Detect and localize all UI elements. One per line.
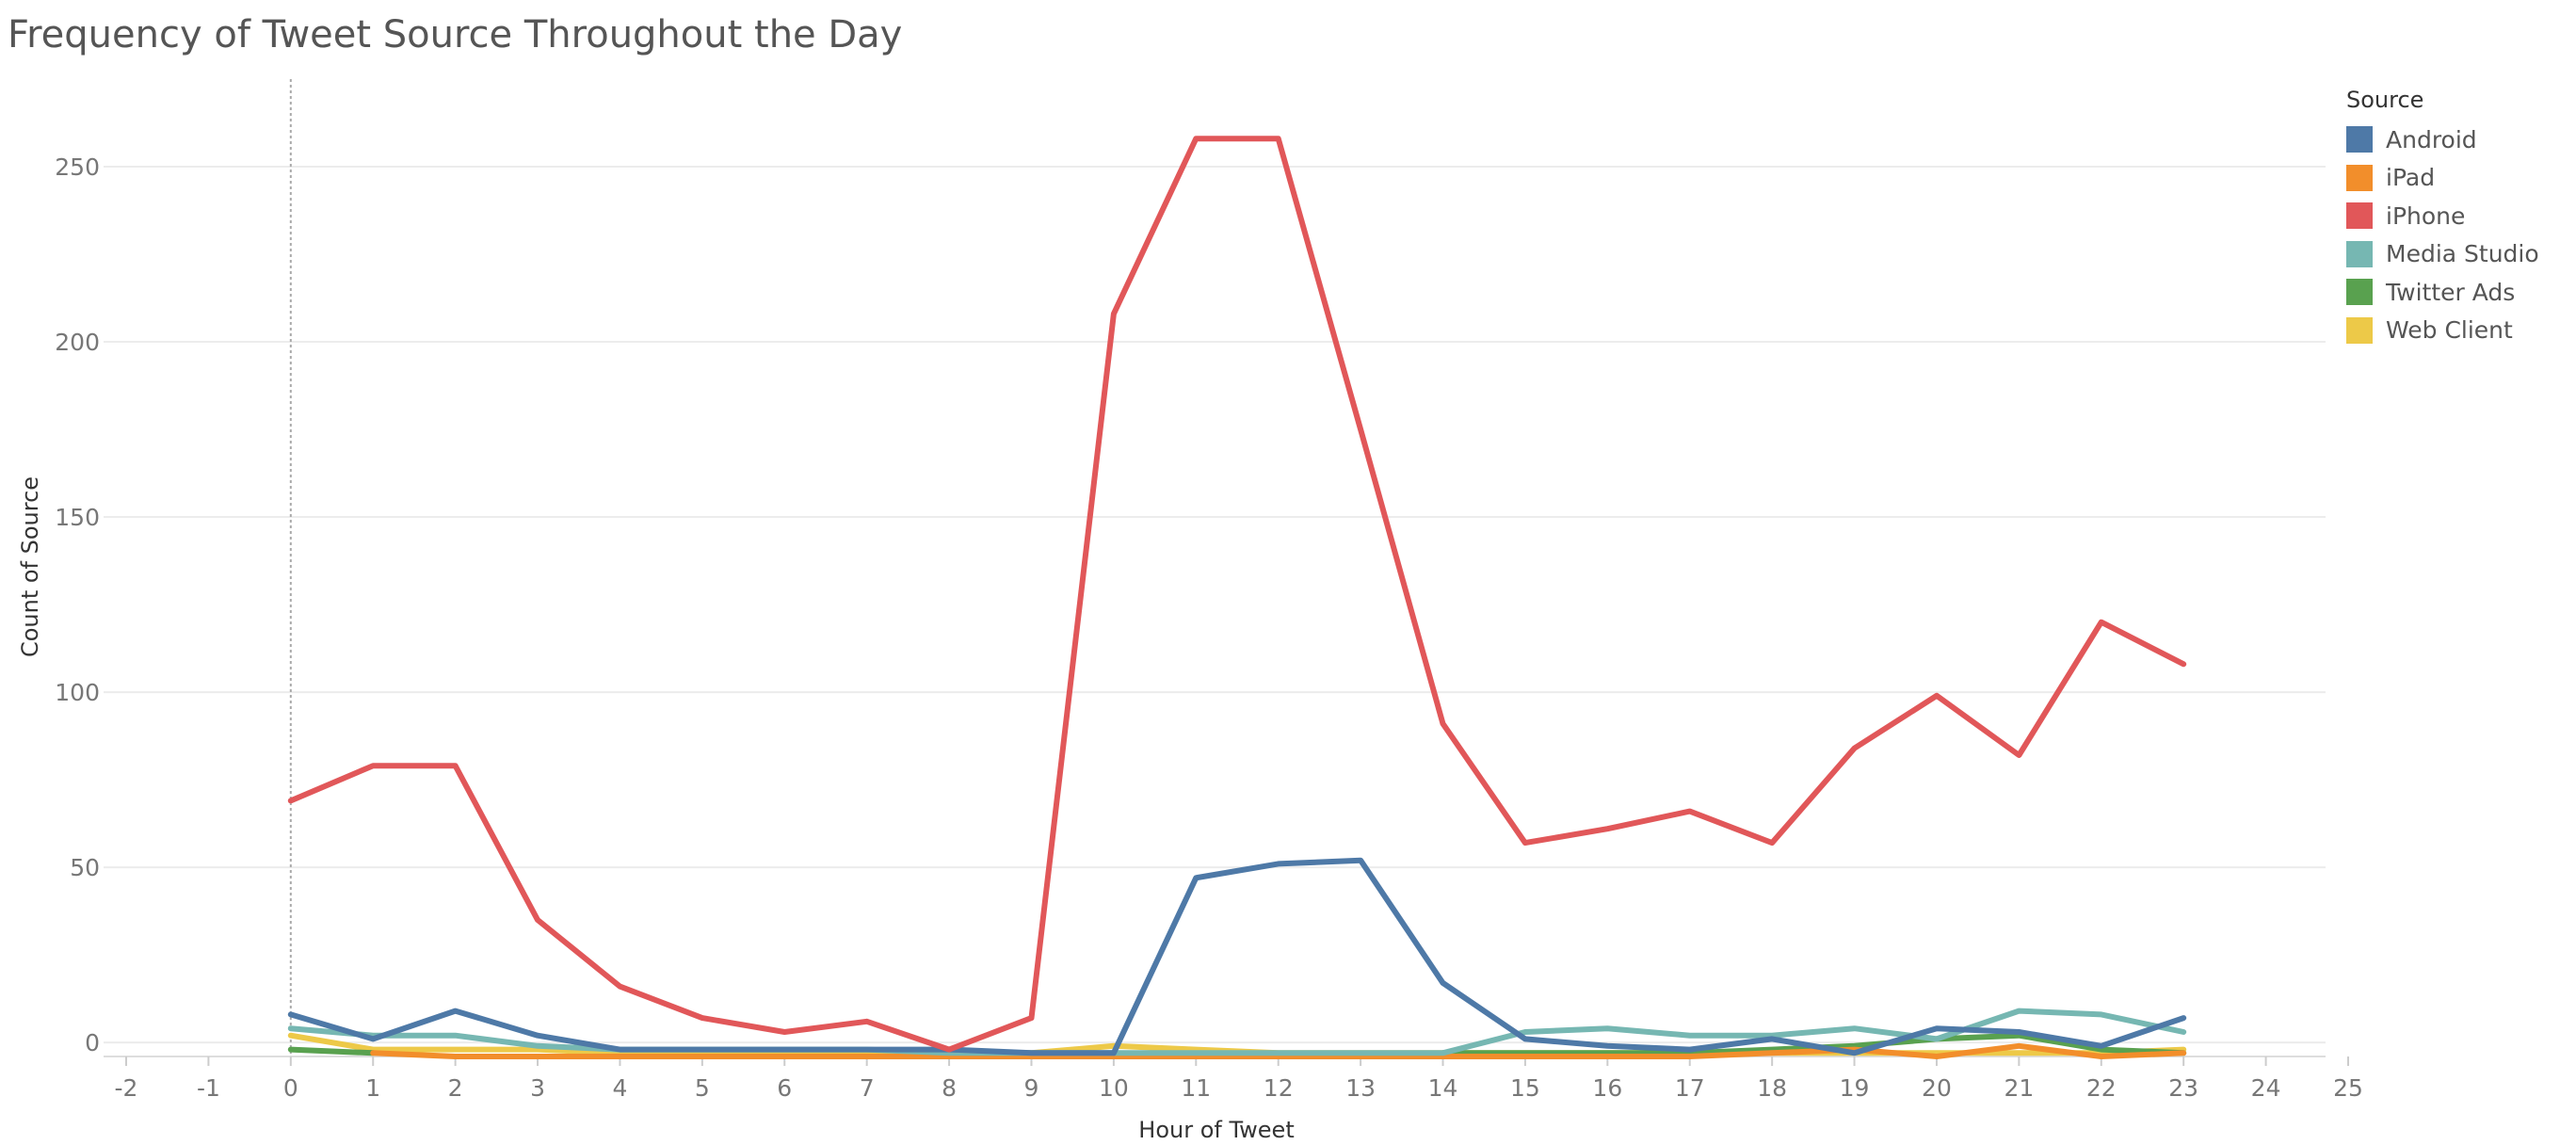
series-line-twitter-ads-0 xyxy=(287,1046,377,1056)
y-tick-label-150: 150 xyxy=(55,504,100,531)
x-tick-label-13: 13 xyxy=(1345,1074,1376,1102)
legend-label-iphone: iPhone xyxy=(2386,202,2466,230)
x-tick-label-22: 22 xyxy=(2086,1074,2117,1102)
series-line-iphone xyxy=(287,136,2187,1053)
x-tick-label-11: 11 xyxy=(1181,1074,1211,1102)
x-tick-label-8: 8 xyxy=(942,1074,957,1102)
x-tick-label-1: 1 xyxy=(365,1074,380,1102)
legend-label-android: Android xyxy=(2386,125,2477,153)
x-axis-title: Hour of Tweet xyxy=(1138,1117,1294,1143)
x-tick-label-10: 10 xyxy=(1099,1074,1129,1102)
legend-title: Source xyxy=(2346,87,2424,113)
x-tick-label-16: 16 xyxy=(1592,1074,1622,1102)
legend-swatch-web-client xyxy=(2346,316,2373,344)
legend-swatch-twitter-ads xyxy=(2346,279,2373,306)
y-tick-label-0: 0 xyxy=(85,1029,100,1056)
legend-item-twitter-ads[interactable]: Twitter Ads xyxy=(2346,273,2539,312)
x-tick-label-6: 6 xyxy=(777,1074,792,1102)
x-tick-label-20: 20 xyxy=(1922,1074,1952,1102)
x-tick-label-4: 4 xyxy=(612,1074,627,1102)
legend-swatch-media-studio xyxy=(2346,240,2373,267)
x-tick-label-12: 12 xyxy=(1264,1074,1294,1102)
legend-label-ipad: iPad xyxy=(2386,164,2436,192)
x-tick-label--1: -1 xyxy=(197,1074,220,1102)
legend-item-web-client[interactable]: Web Client xyxy=(2346,312,2539,350)
x-tick-label--2: -2 xyxy=(115,1074,138,1102)
legend-label-media-studio: Media Studio xyxy=(2386,240,2539,268)
x-tick-label-21: 21 xyxy=(2004,1074,2034,1102)
legend-swatch-android xyxy=(2346,126,2373,153)
y-axis-title: Count of Source xyxy=(17,476,43,657)
legend-swatch-ipad xyxy=(2346,164,2373,191)
x-tick-label-18: 18 xyxy=(1757,1074,1787,1102)
x-tick-label-15: 15 xyxy=(1510,1074,1540,1102)
x-tick-label-25: 25 xyxy=(2333,1074,2363,1102)
legend-label-twitter-ads: Twitter Ads xyxy=(2386,278,2516,306)
legend-item-ipad[interactable]: iPad xyxy=(2346,159,2539,198)
series-line-media-studio xyxy=(287,1008,2187,1056)
x-tick-label-23: 23 xyxy=(2168,1074,2198,1102)
legend-label-web-client: Web Client xyxy=(2386,316,2513,345)
y-tick-label-250: 250 xyxy=(55,153,100,181)
legend-item-media-studio[interactable]: Media Studio xyxy=(2346,235,2539,274)
x-tick-label-0: 0 xyxy=(283,1074,298,1102)
chart-title: Frequency of Tweet Source Throughout the… xyxy=(8,13,903,56)
x-tick-label-24: 24 xyxy=(2251,1074,2281,1102)
legend: Source Android iPad iPhone Media Studio Twit… xyxy=(2346,87,2539,349)
x-tick-label-3: 3 xyxy=(530,1074,545,1102)
series-line-android xyxy=(287,857,2187,1056)
y-tick-label-200: 200 xyxy=(55,329,100,356)
legend-item-iphone[interactable]: iPhone xyxy=(2346,197,2539,235)
x-tick-label-2: 2 xyxy=(448,1074,463,1102)
x-tick-label-14: 14 xyxy=(1428,1074,1458,1102)
legend-item-android[interactable]: Android xyxy=(2346,121,2539,159)
legend-items: Android iPad iPhone Media Studio Twitter Ads… xyxy=(2346,121,2539,349)
x-tick-label-17: 17 xyxy=(1675,1074,1705,1102)
series-line-ipad xyxy=(370,1042,2187,1059)
legend-swatch-iphone xyxy=(2346,202,2373,230)
x-tick-label-19: 19 xyxy=(1840,1074,1870,1102)
x-tick-label-5: 5 xyxy=(695,1074,710,1102)
x-tick-label-7: 7 xyxy=(860,1074,875,1102)
y-tick-label-100: 100 xyxy=(55,679,100,706)
y-tick-label-50: 50 xyxy=(70,854,100,881)
x-tick-label-9: 9 xyxy=(1024,1074,1039,1102)
